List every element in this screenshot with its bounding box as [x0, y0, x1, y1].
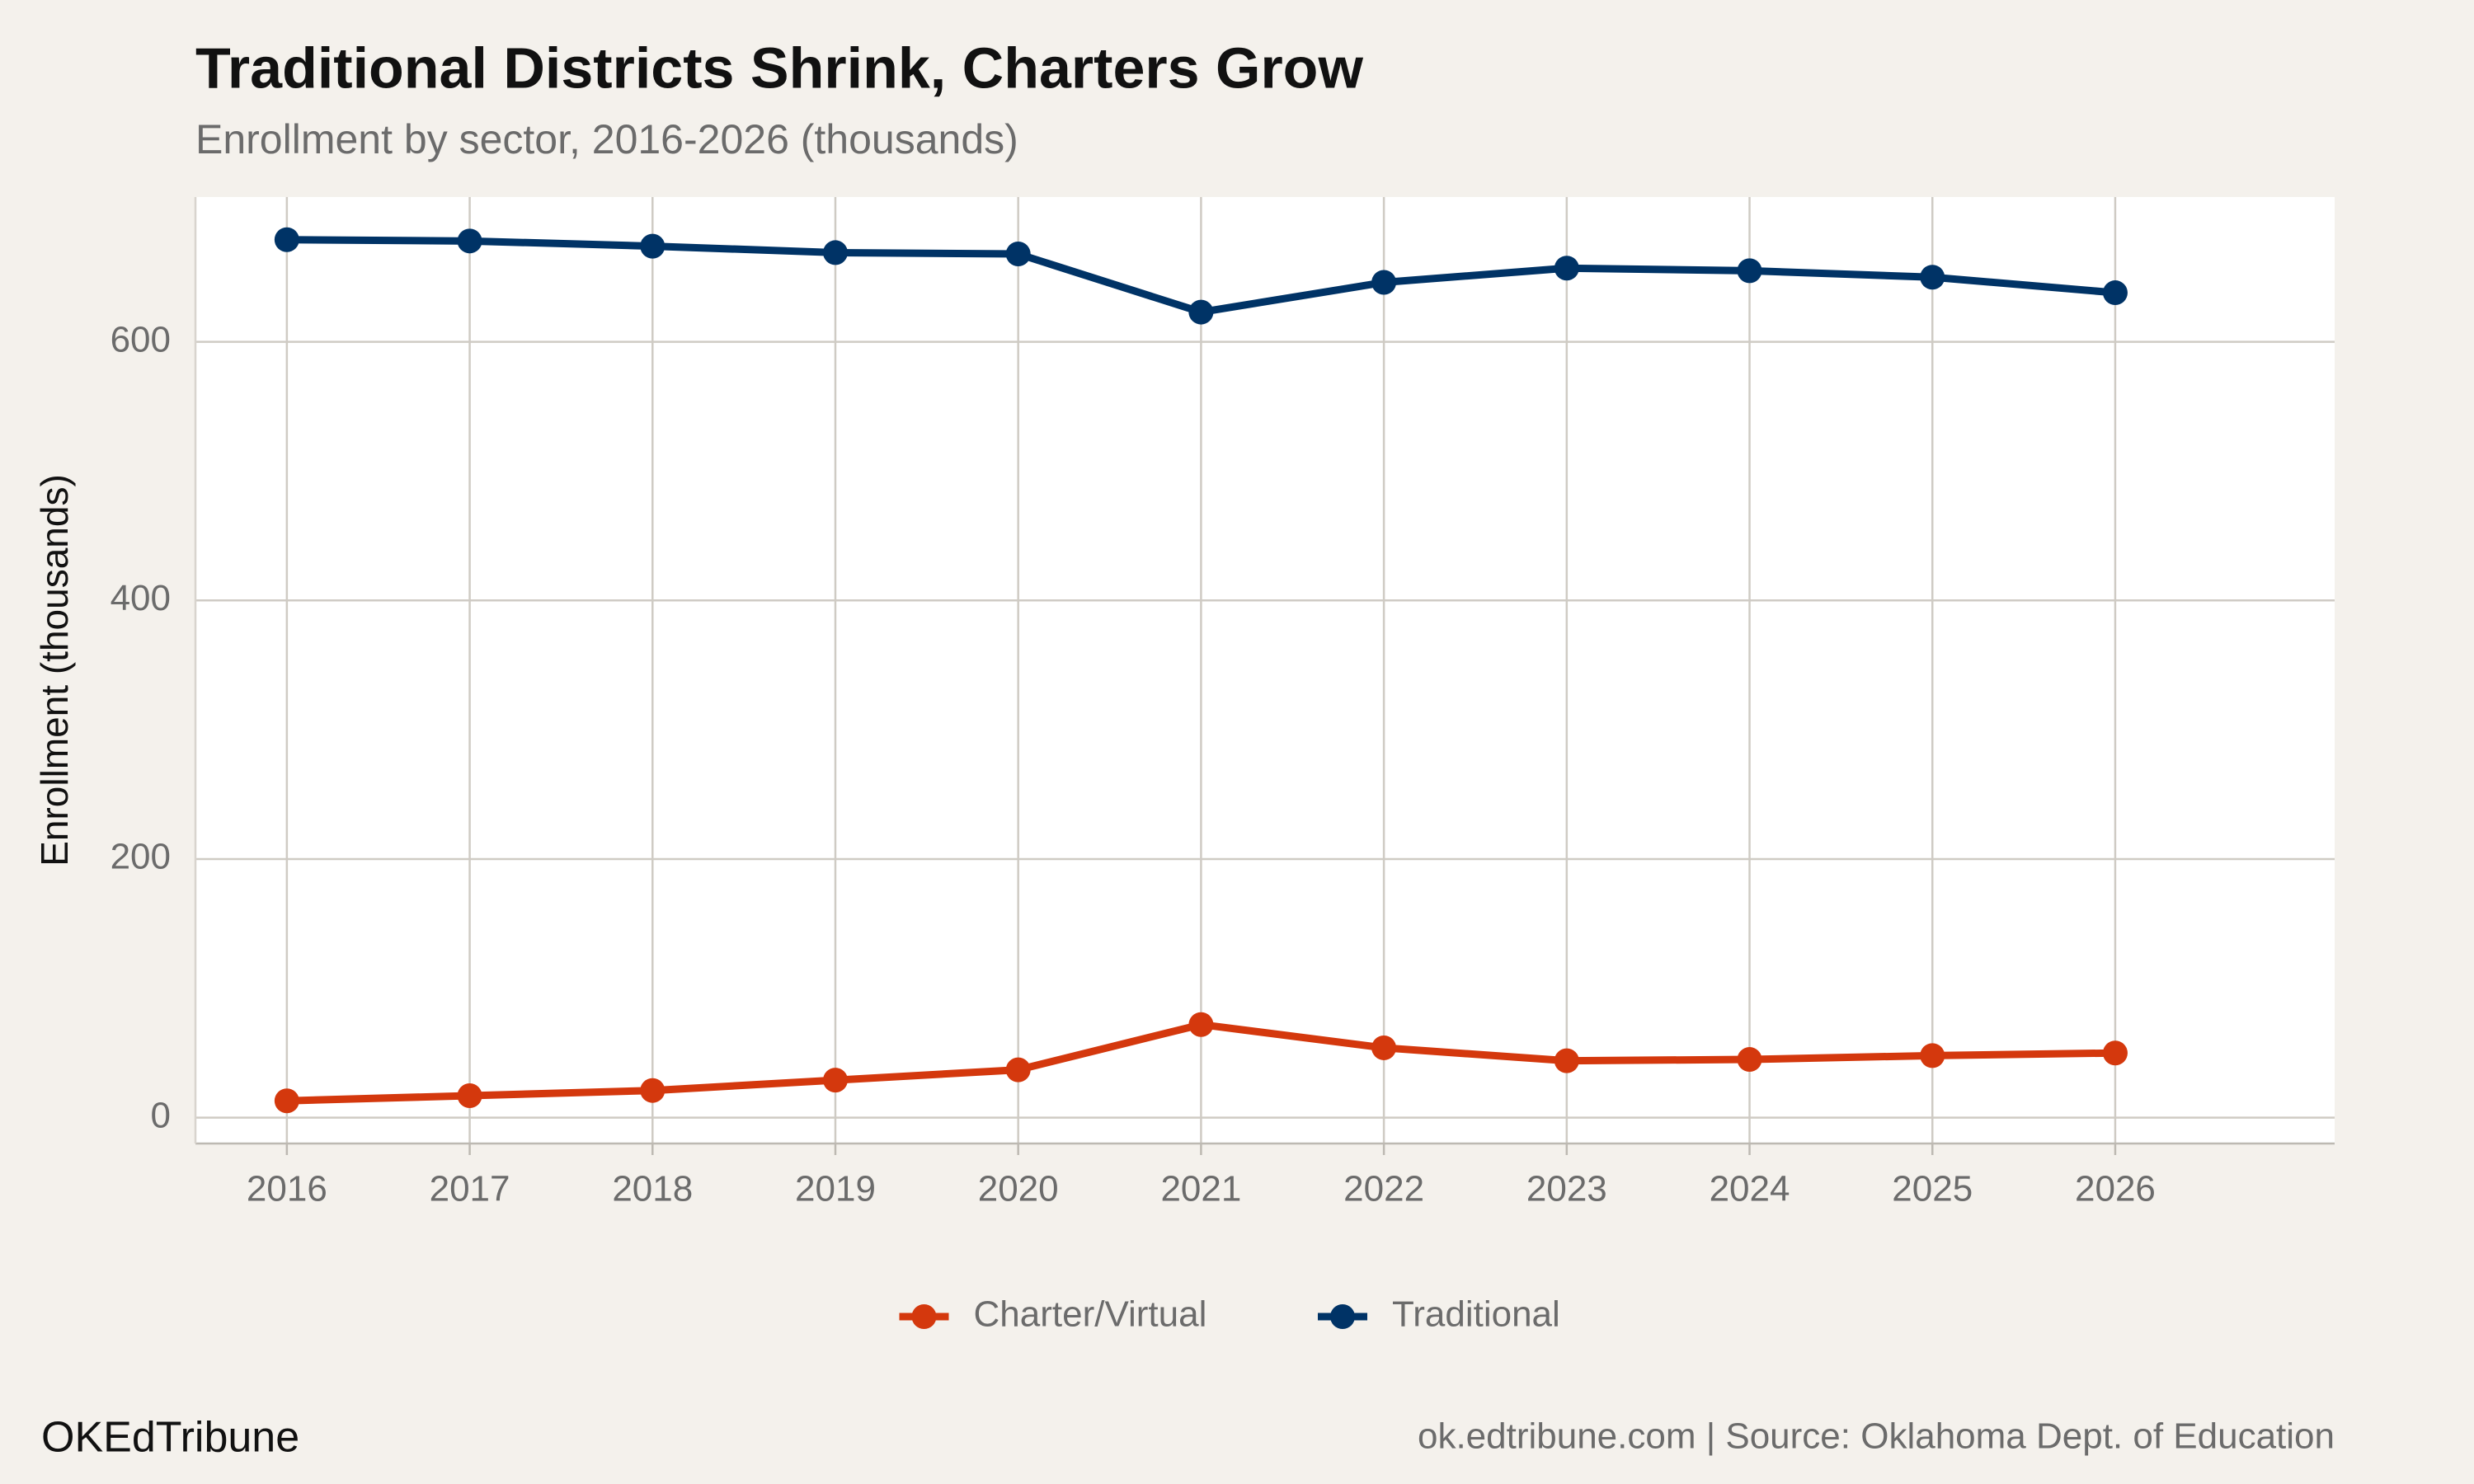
x-tick-label: 2018	[612, 1169, 693, 1209]
point	[1737, 1047, 1762, 1073]
x-tick-label: 2017	[430, 1169, 510, 1209]
point	[1005, 242, 1031, 267]
chart-subtitle: Enrollment by sector, 2016-2026 (thousan…	[195, 116, 1018, 162]
point	[2102, 1040, 2128, 1066]
x-tick-label: 2022	[1343, 1169, 1424, 1209]
x-tick-label: 2026	[2075, 1169, 2156, 1209]
point	[457, 228, 482, 254]
legend-label: Traditional	[1392, 1294, 1560, 1335]
legend-swatch	[911, 1304, 937, 1329]
point	[1920, 265, 1945, 290]
point	[640, 233, 666, 259]
y-tick-label: 400	[111, 578, 171, 618]
point	[1188, 1012, 1214, 1037]
point	[274, 1088, 299, 1114]
y-tick-label: 200	[111, 837, 171, 877]
source: ok.edtribune.com | Source: Oklahoma Dept…	[1418, 1416, 2335, 1457]
point	[822, 240, 848, 265]
point	[1371, 1035, 1397, 1060]
legend-label: Charter/Virtual	[974, 1294, 1207, 1335]
y-tick-label: 0	[151, 1095, 171, 1135]
x-tick-label: 2016	[247, 1169, 327, 1209]
chart-title: Traditional Districts Shrink, Charters G…	[195, 35, 1363, 100]
x-tick-label: 2019	[795, 1169, 876, 1209]
y-axis-label: Enrollment (thousands)	[33, 474, 76, 866]
point	[1005, 1057, 1031, 1082]
x-tick-label: 2021	[1160, 1169, 1241, 1209]
point	[1371, 270, 1397, 295]
x-tick-label: 2024	[1710, 1169, 1790, 1209]
point	[1554, 1048, 1579, 1073]
point	[640, 1078, 666, 1103]
point	[274, 227, 299, 252]
point	[1554, 256, 1579, 281]
point	[1737, 258, 1762, 284]
point	[1920, 1043, 1945, 1068]
point	[1188, 299, 1214, 325]
point	[457, 1082, 482, 1108]
x-tick-label: 2020	[978, 1169, 1059, 1209]
legend-swatch	[1330, 1304, 1355, 1329]
plot-panel	[195, 197, 2335, 1144]
point	[822, 1068, 848, 1093]
y-tick-label: 600	[111, 319, 171, 359]
brand: OKEdTribune	[41, 1414, 299, 1462]
x-tick-label: 2023	[1526, 1169, 1607, 1209]
point	[2102, 280, 2128, 306]
x-tick-label: 2025	[1892, 1169, 1973, 1209]
